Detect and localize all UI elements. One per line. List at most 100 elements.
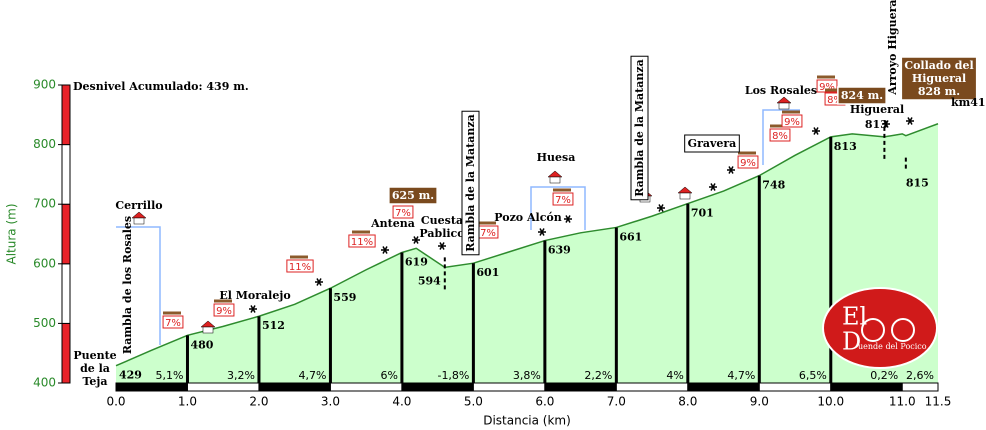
- bracket: [116, 226, 161, 345]
- annotation-label: Higueral: [850, 103, 904, 116]
- house-icon: [778, 102, 790, 110]
- logo-text: uende del Pocico: [858, 342, 927, 351]
- annotation-label: Rambla de la Matanza: [464, 114, 477, 252]
- annotation-line: de la: [80, 362, 110, 375]
- km-segment: [687, 382, 760, 392]
- grade-flag-label: 9%: [740, 158, 756, 169]
- annotation: Rambla de los Rosales: [121, 216, 134, 354]
- km-segment: [258, 382, 331, 392]
- poi-icon: [658, 204, 664, 212]
- annotation: Rambla de la Matanza: [630, 55, 649, 201]
- km-segment: [401, 382, 474, 392]
- grade-flag: [737, 155, 759, 169]
- x-tick-label: 6.0: [535, 395, 554, 409]
- spot-label: 619: [405, 255, 428, 268]
- poi-icon: [413, 236, 419, 244]
- x-tick-label: 1.0: [178, 395, 197, 409]
- grade-label: 4%: [666, 369, 683, 382]
- poi-icon: [382, 246, 388, 254]
- scale-segment: [61, 203, 71, 265]
- y-tick-label: 800: [33, 137, 56, 151]
- grade-label: 5,1%: [156, 369, 184, 382]
- spot-label: 661: [619, 230, 642, 243]
- annotation-line: Arroyo Higueral: [886, 0, 899, 96]
- annotation: 625 m.: [388, 186, 438, 205]
- annotation-box: [630, 55, 649, 201]
- grade-flag: [769, 128, 791, 142]
- grade-label: 0,2%: [870, 369, 898, 382]
- bracket: [530, 186, 586, 230]
- y-axis-title: Altura (m): [5, 203, 19, 264]
- annotation-line: Pablico: [419, 227, 464, 240]
- km-segment: [901, 382, 939, 392]
- annotation-line: Antena: [370, 217, 415, 230]
- x-tick-label: 10.0: [817, 395, 844, 409]
- km-segment: [472, 382, 546, 392]
- km-segment: [115, 382, 188, 392]
- annotation-label: Cerrillo: [115, 199, 162, 212]
- poi-icon: [250, 305, 256, 313]
- grade-flag-label: 8%: [772, 131, 788, 142]
- x-tick-label: 7.0: [607, 395, 626, 409]
- poi-icon: [439, 242, 445, 250]
- poi-icon: [316, 278, 322, 286]
- grade-flag: [552, 192, 574, 206]
- annotation-label: Gravera: [688, 137, 737, 150]
- poi-icon: [907, 117, 913, 125]
- poi-icon: [728, 166, 734, 174]
- annotation-label: Pozo Alcón: [494, 211, 561, 224]
- km-segment: [186, 382, 260, 392]
- logo-wheel: [891, 318, 915, 342]
- x-tick-label: 11.5: [925, 395, 952, 409]
- grade-flag-label: 11%: [289, 262, 311, 273]
- annotation-line: km41: [951, 96, 986, 109]
- annotation-line: Higueral: [912, 72, 966, 85]
- annotation-line: El Moralejo: [219, 289, 290, 302]
- spot-label: 429: [119, 369, 142, 382]
- logo: [822, 287, 938, 369]
- annotation-label: Rambla de los Rosales: [121, 216, 134, 354]
- y-tick-label: 500: [33, 316, 56, 330]
- annotation: Los Rosales: [745, 84, 817, 97]
- house-icon: [679, 192, 691, 200]
- annotation-label: Arroyo Higueral: [886, 0, 899, 96]
- poi-icon: [539, 228, 545, 236]
- annotation: Arroyo Higueral: [886, 0, 899, 96]
- scale-segment: [61, 144, 71, 205]
- annotation-label: Huesa: [537, 151, 576, 164]
- annotation-label: Los Rosales: [745, 84, 817, 97]
- annotation-line: Rambla de los Rosales: [121, 216, 134, 354]
- annotation-line: 625 m.: [392, 189, 434, 202]
- annotation-box: [900, 56, 978, 101]
- spot-label: 813: [834, 140, 857, 153]
- annotation-label: Antena: [370, 217, 415, 230]
- km-segment: [329, 382, 403, 392]
- grade-flag: [286, 259, 314, 273]
- grade-flag-label: 9%: [784, 117, 800, 128]
- house-icon: [549, 176, 561, 184]
- poi-icon: [813, 127, 819, 135]
- annotation-line: Los Rosales: [745, 84, 817, 97]
- x-tick-label: 2.0: [249, 395, 268, 409]
- spot-label: 512: [262, 319, 285, 332]
- annotation-line: Cuesta: [421, 214, 463, 227]
- x-tick-label: 0.0: [106, 395, 125, 409]
- poi-icon: [710, 183, 716, 191]
- annotation-line: Rambla de la Matanza: [464, 114, 477, 252]
- annotation: Higueral: [850, 103, 904, 116]
- spot-label: 639: [548, 244, 571, 257]
- annotation: Rambla de la Matanza: [461, 110, 480, 256]
- y-tick-label: 600: [33, 256, 56, 270]
- logo-text: D: [842, 328, 861, 356]
- x-axis-title: Distancia (km): [483, 414, 571, 428]
- grade-flag: [162, 315, 184, 329]
- x-tick-label: 8.0: [678, 395, 697, 409]
- annotation-line: 828 m.: [918, 85, 960, 98]
- annotation-label: km41: [951, 96, 986, 109]
- profile-area: [116, 123, 938, 384]
- annotation-label: 625 m.: [392, 189, 434, 202]
- km-segment: [615, 382, 689, 392]
- spot-label: 480: [190, 338, 213, 351]
- house-icon: [133, 217, 145, 225]
